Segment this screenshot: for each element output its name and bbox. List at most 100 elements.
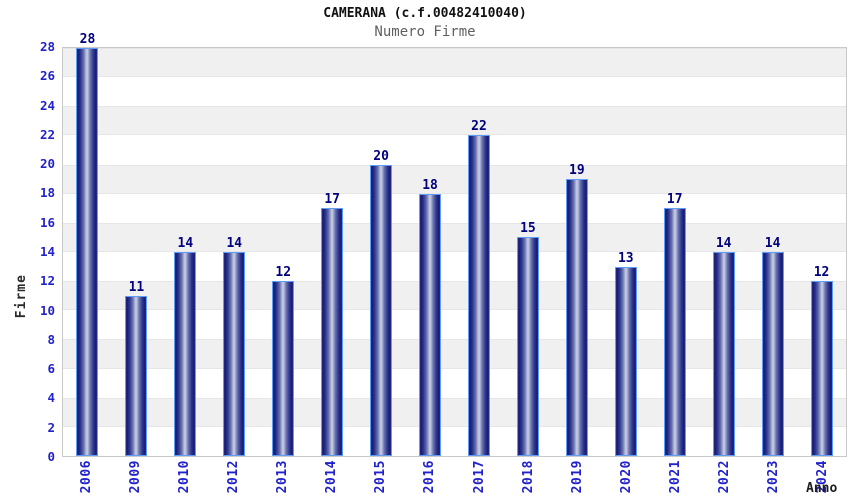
bar-value-label: 17 — [324, 192, 340, 208]
x-tick-2014: 2014 — [324, 460, 340, 494]
x-label-slot: 2021 — [651, 460, 700, 500]
bar-value-label: 28 — [79, 32, 96, 47]
bar-2014[interactable]: 17 — [321, 192, 344, 456]
bar-value-label: 14 — [226, 236, 243, 251]
x-tick-2018: 2018 — [520, 460, 536, 494]
bar-2009[interactable]: 11 — [125, 280, 148, 456]
bar-value-label: 15 — [520, 221, 536, 237]
x-label-slot: 2017 — [455, 460, 504, 500]
y-tick-2: 2 — [47, 419, 55, 435]
y-tick-0: 0 — [47, 449, 55, 464]
bar-series: 28 11 14 14 12 17 20 18 22 15 19 13 17 14 14 12 — [63, 32, 846, 456]
bar-value-label: 14 — [715, 236, 732, 251]
x-tick-2006: 2006 — [79, 460, 95, 494]
bar-value-label: 20 — [373, 148, 389, 164]
bar-2006[interactable]: 28 — [76, 32, 99, 456]
grid-band — [63, 164, 846, 194]
bar-slot-2024: 12 — [797, 48, 846, 456]
x-tick-2021: 2021 — [667, 460, 683, 494]
bar-2016[interactable]: 18 — [419, 178, 442, 456]
x-label-slot: 2016 — [405, 460, 454, 500]
y-tick-26: 26 — [39, 68, 55, 84]
bar-value-label: 13 — [617, 250, 634, 266]
grid-band — [63, 77, 846, 107]
y-tick-4: 4 — [47, 390, 55, 406]
y-tick-8: 8 — [47, 331, 55, 347]
x-label-slot: 2022 — [700, 460, 749, 500]
x-tick-2022: 2022 — [716, 460, 732, 494]
bar-value-label: 17 — [666, 192, 683, 208]
bar-slot-2019: 19 — [552, 48, 601, 456]
grid-band — [63, 48, 846, 78]
x-axis-title: Anno — [806, 481, 838, 496]
bar-slot-2006: 28 — [63, 32, 112, 456]
bar-2023[interactable]: 14 — [761, 236, 784, 456]
bar-2020[interactable]: 13 — [614, 251, 637, 456]
bar-2012[interactable]: 14 — [223, 236, 246, 456]
x-tick-2010: 2010 — [177, 460, 193, 494]
x-label-slot: 2014 — [307, 460, 356, 500]
bar-slot-2012: 14 — [210, 48, 259, 456]
y-tick-18: 18 — [39, 185, 55, 201]
y-tick-24: 24 — [39, 97, 55, 113]
bar-slot-2015: 20 — [357, 48, 406, 456]
x-label-slot: 2012 — [209, 460, 258, 500]
bar-slot-2009: 11 — [112, 48, 161, 456]
x-label-slot: 2009 — [111, 460, 160, 500]
bar-value-label: 12 — [275, 265, 292, 281]
bar-slot-2021: 17 — [650, 48, 699, 456]
y-tick-14: 14 — [39, 244, 55, 259]
bar-value-label: 22 — [471, 119, 487, 135]
bar-slot-2014: 17 — [308, 48, 357, 456]
x-label-slot: 2018 — [504, 460, 553, 500]
x-tick-2012: 2012 — [226, 460, 242, 494]
x-label-slot: 2013 — [258, 460, 307, 500]
chart-subtitle: Numero Firme — [374, 24, 476, 40]
x-label-slot: 2006 — [62, 460, 111, 500]
bar-2017[interactable]: 22 — [467, 119, 490, 456]
x-tick-2017: 2017 — [471, 460, 487, 494]
x-label-slot: 2010 — [160, 460, 209, 500]
bar-2022[interactable]: 14 — [712, 236, 735, 456]
y-tick-22: 22 — [39, 126, 55, 142]
bar-2015[interactable]: 20 — [370, 149, 393, 456]
bar-slot-2017: 22 — [455, 48, 504, 456]
bar-slot-2020: 13 — [601, 48, 650, 456]
bar-2013[interactable]: 12 — [272, 265, 295, 456]
y-tick-10: 10 — [39, 302, 55, 318]
bar-value-label: 12 — [813, 265, 830, 281]
bar-2019[interactable]: 19 — [565, 163, 588, 456]
x-tick-2023: 2023 — [765, 460, 781, 494]
grid-band — [63, 106, 846, 136]
y-tick-12: 12 — [39, 273, 55, 289]
bar-slot-2010: 14 — [161, 48, 210, 456]
y-tick-20: 20 — [39, 156, 55, 172]
bar-2021[interactable]: 17 — [663, 192, 686, 456]
bar-value-label: 14 — [177, 236, 194, 251]
x-label-slot: 2020 — [602, 460, 651, 500]
bar-slot-2013: 12 — [259, 48, 308, 456]
bar-value-label: 19 — [569, 163, 585, 179]
x-axis-labels: 2006 2009 2010 2012 2013 2014 2015 2016 2017 2018… — [62, 460, 847, 500]
bar-slot-2018: 15 — [503, 48, 552, 456]
x-label-slot: 2015 — [356, 460, 405, 500]
bar-2024[interactable]: 12 — [810, 265, 833, 456]
bar-slot-2023: 14 — [748, 48, 797, 456]
bar-value-label: 11 — [128, 279, 145, 295]
bar-value-label: 18 — [422, 177, 438, 193]
x-tick-2009: 2009 — [128, 460, 144, 494]
y-tick-16: 16 — [39, 214, 55, 230]
chart-title: CAMERANA (c.f.00482410040) — [323, 6, 527, 21]
x-tick-2019: 2019 — [569, 460, 585, 494]
bar-2018[interactable]: 15 — [516, 221, 539, 456]
bar-2010[interactable]: 14 — [174, 236, 197, 456]
x-tick-2020: 2020 — [618, 460, 634, 494]
x-label-slot: 2019 — [553, 460, 602, 500]
x-tick-2013: 2013 — [275, 460, 291, 494]
bar-slot-2022: 14 — [699, 48, 748, 456]
grid-band — [63, 222, 846, 252]
y-tick-28: 28 — [39, 39, 55, 54]
x-label-slot: 2023 — [749, 460, 798, 500]
bar-value-label: 14 — [764, 236, 781, 251]
